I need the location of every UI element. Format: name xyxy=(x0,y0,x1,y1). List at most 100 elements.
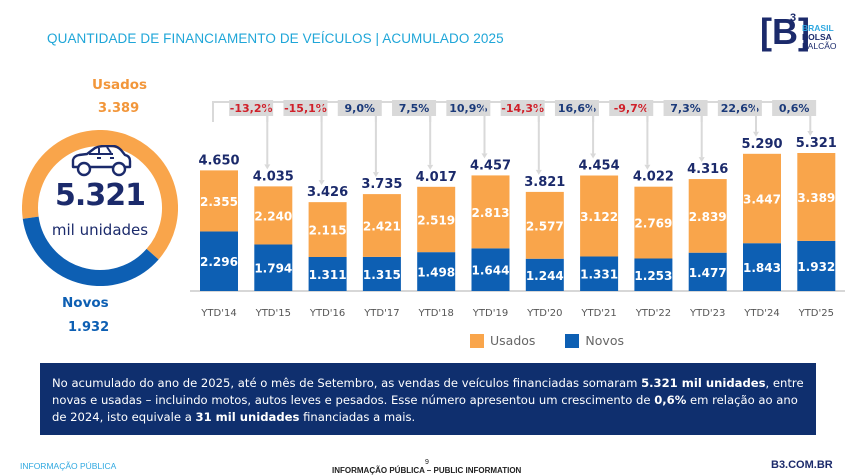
x-tick-label: YTD'20 xyxy=(526,308,562,319)
change-label: -9,7% xyxy=(614,102,649,115)
bar-novos xyxy=(580,256,619,291)
x-tick-label: YTD'24 xyxy=(743,308,779,319)
change-box xyxy=(663,100,708,116)
data-label-usados: 2.240 xyxy=(254,209,292,223)
change-box xyxy=(500,100,545,116)
data-label-total: 4.650 xyxy=(198,153,239,168)
bar-usados xyxy=(471,175,510,249)
data-label-usados: 3.447 xyxy=(743,193,781,207)
total-value: 5.321 xyxy=(55,178,146,213)
change-arrow-icon xyxy=(698,157,705,163)
data-label-usados: 2.577 xyxy=(526,219,564,233)
note-text-1: No acumulado do ano de 2025, até o mês d… xyxy=(52,376,642,390)
data-label-novos: 1.794 xyxy=(254,262,292,276)
x-tick-label: YTD'16 xyxy=(309,308,345,319)
logo-words: BRASIL BOLSA BALCÃO xyxy=(802,24,837,51)
data-label-total: 5.290 xyxy=(741,137,782,152)
data-label-novos: 1.932 xyxy=(797,260,835,274)
data-label-usados: 2.813 xyxy=(472,206,510,220)
change-box xyxy=(446,100,491,116)
bar-usados xyxy=(308,202,347,257)
data-label-total: 4.457 xyxy=(470,158,511,173)
legend-label-usados: Usados xyxy=(490,333,536,348)
bar-usados xyxy=(797,153,836,241)
note-bold-2: 0,6% xyxy=(654,393,687,407)
data-label-novos: 1.311 xyxy=(309,268,347,282)
bar-novos xyxy=(254,244,293,291)
page-number: 9 xyxy=(425,459,429,466)
note-bold-3: 31 mil unidades xyxy=(195,410,300,424)
change-arrow-icon xyxy=(644,164,651,170)
data-label-novos: 1.477 xyxy=(689,266,727,280)
change-arrow-icon xyxy=(427,164,434,170)
change-arrow-icon xyxy=(481,153,488,159)
bar-novos xyxy=(308,256,347,291)
change-label: 22,6% xyxy=(721,102,759,115)
legend-swatch-novos xyxy=(565,333,580,348)
data-label-usados: 2.769 xyxy=(634,217,672,231)
footer-classification: INFORMAÇÃO PÚBLICA xyxy=(20,461,117,471)
x-tick-label: YTD'21 xyxy=(580,308,616,319)
legend-swatch-usados xyxy=(470,333,484,348)
usados-label: Usados xyxy=(92,77,148,93)
footer-website[interactable]: B3.COM.BR xyxy=(771,459,833,471)
change-label: -15,1% xyxy=(284,102,327,115)
note-bold-1: 5.321 mil unidades xyxy=(641,376,766,390)
logo-mark: [B] xyxy=(760,11,810,52)
change-label: -13,2% xyxy=(230,102,273,115)
stacked-bar-chart: 2.296 2.355 4.650 YTD'14 1.794 2.240 4.035 YTD'… xyxy=(190,100,845,319)
bar-novos xyxy=(200,231,238,291)
legend-item-usados: Usados xyxy=(470,333,535,348)
change-arrow-icon xyxy=(372,172,379,178)
novos-label: Novos xyxy=(62,295,109,311)
change-box xyxy=(392,100,437,116)
usados-value: 3.389 xyxy=(98,101,140,116)
change-label: 7,3% xyxy=(670,102,701,115)
data-label-novos: 1.253 xyxy=(634,269,672,283)
data-label-usados: 2.115 xyxy=(309,224,347,238)
change-box xyxy=(554,100,599,116)
x-tick-label: YTD'23 xyxy=(689,308,725,319)
data-label-novos: 1.244 xyxy=(526,269,564,283)
note-text-2: , entre novas e usadas – incluindo motos… xyxy=(52,376,804,407)
bar-usados xyxy=(580,175,619,257)
change-arrow-icon xyxy=(753,131,759,137)
data-label-usados: 2.839 xyxy=(689,210,727,224)
data-label-usados: 3.122 xyxy=(580,210,618,224)
bar-novos xyxy=(417,252,456,291)
x-tick-label: YTD'14 xyxy=(200,308,236,319)
change-label: 7,5% xyxy=(399,102,430,115)
bar-usados xyxy=(362,194,401,257)
change-box xyxy=(337,100,382,116)
logo-line-2: BOLSA xyxy=(802,32,832,42)
note-text-4: financiadas a mais. xyxy=(299,410,416,424)
change-box xyxy=(772,100,817,116)
data-label-usados: 2.421 xyxy=(363,220,401,234)
change-box xyxy=(283,100,328,116)
total-unit: mil unidades xyxy=(51,221,149,239)
note-text-3: em relação ao ano de 2024, isto equivale… xyxy=(52,393,798,424)
change-label: 16,6% xyxy=(558,102,596,115)
data-label-usados: 2.519 xyxy=(417,213,455,227)
change-arrow-icon xyxy=(318,180,325,186)
bar-novos xyxy=(471,248,510,291)
footer-info: INFORMAÇÃO PÚBLICA – PUBLIC INFORMATION xyxy=(332,466,522,475)
change-arrow-icon xyxy=(590,153,597,159)
data-label-novos: 1.331 xyxy=(580,268,618,282)
bar-usados xyxy=(200,170,238,232)
change-label: -14,3% xyxy=(501,102,544,115)
legend-item-novos: Novos xyxy=(565,333,624,348)
data-label-total: 4.035 xyxy=(253,169,294,184)
data-label-total: 4.022 xyxy=(633,170,674,185)
legend-label-novos: Novos xyxy=(585,333,624,348)
bar-novos xyxy=(743,243,781,291)
change-box xyxy=(229,100,274,116)
x-tick-label: YTD'17 xyxy=(363,308,399,319)
bar-usados xyxy=(743,153,781,244)
car-icon xyxy=(71,145,132,177)
change-arrow-icon xyxy=(807,131,814,136)
x-tick-label: YTD'25 xyxy=(798,308,834,319)
bar-novos xyxy=(688,252,727,291)
data-label-novos: 1.315 xyxy=(363,268,401,282)
logo-line-3: BALCÃO xyxy=(802,41,837,51)
